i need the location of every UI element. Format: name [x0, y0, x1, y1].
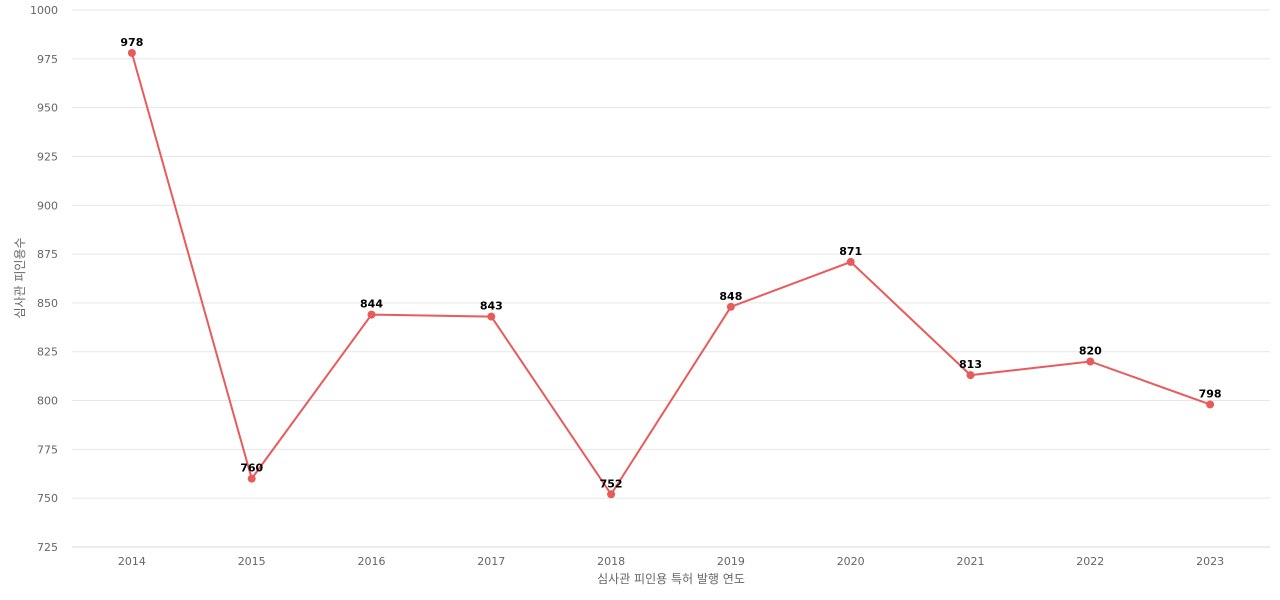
- y-tick-label: 825: [37, 346, 58, 359]
- x-tick-label: 2019: [717, 555, 745, 568]
- data-point: [607, 490, 616, 499]
- data-point: [247, 474, 256, 483]
- y-tick-label: 800: [37, 395, 58, 408]
- data-label: 978: [120, 36, 143, 49]
- y-axis-title: 심사관 피인용수: [13, 237, 27, 318]
- data-point: [127, 48, 136, 57]
- data-point: [1206, 400, 1215, 409]
- data-point: [1086, 357, 1095, 366]
- data-point: [846, 257, 855, 266]
- y-tick-label: 925: [37, 150, 58, 163]
- x-tick-label: 2014: [118, 555, 146, 568]
- series-line: [130, 52, 1211, 497]
- data-point: [726, 302, 735, 311]
- x-axis-title: 심사관 피인용 특허 발행 연도: [597, 571, 745, 586]
- data-label: 820: [1079, 344, 1102, 357]
- data-label: 760: [240, 462, 263, 475]
- data-points: [127, 48, 1215, 499]
- data-label: 848: [719, 290, 742, 303]
- data-labels: 978 760 844 843 752 848 871 813 820 798: [120, 36, 1221, 490]
- data-label: 871: [839, 245, 862, 258]
- data-label: 813: [959, 358, 982, 371]
- y-axis-ticks: 725 750 775 800 825 850 875 900 925 950 975 1000: [30, 4, 58, 554]
- data-label: 843: [480, 300, 503, 313]
- y-tick-label: 950: [37, 102, 58, 115]
- data-label: 752: [600, 477, 623, 490]
- y-tick-label: 900: [37, 199, 58, 212]
- data-label: 844: [360, 298, 383, 311]
- x-tick-label: 2022: [1076, 555, 1104, 568]
- y-tick-label: 725: [37, 541, 58, 554]
- x-tick-label: 2021: [957, 555, 985, 568]
- x-tick-label: 2018: [597, 555, 625, 568]
- x-tick-label: 2023: [1196, 555, 1224, 568]
- x-tick-label: 2020: [837, 555, 865, 568]
- y-tick-label: 750: [37, 492, 58, 505]
- data-point: [487, 312, 496, 321]
- y-tick-label: 875: [37, 248, 58, 261]
- series-layer: [130, 52, 1211, 497]
- x-axis-ticks: 2014 2015 2016 2017 2018 2019 2020 2021 2022 2023: [118, 555, 1224, 568]
- gridlines: [72, 9, 1270, 548]
- y-tick-label: 850: [37, 297, 58, 310]
- x-tick-label: 2016: [358, 555, 386, 568]
- data-point: [966, 371, 975, 380]
- x-tick-label: 2017: [477, 555, 505, 568]
- data-point: [367, 310, 376, 319]
- y-tick-label: 1000: [30, 4, 58, 17]
- y-tick-label: 975: [37, 53, 58, 66]
- data-label: 798: [1199, 387, 1222, 400]
- x-tick-label: 2015: [238, 555, 266, 568]
- y-tick-label: 775: [37, 443, 58, 456]
